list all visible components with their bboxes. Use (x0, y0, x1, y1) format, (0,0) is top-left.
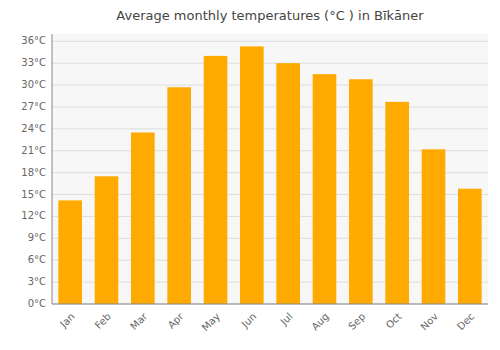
x-tick-label: Jan (57, 311, 76, 330)
x-tick-label: Oct (384, 311, 404, 331)
x-tick-label: May (200, 311, 222, 333)
grid-line (52, 304, 488, 305)
x-tick-label: Mar (128, 310, 150, 332)
x-tick-label: Jul (278, 311, 295, 328)
x-tick-label: Feb (93, 311, 113, 331)
y-tick-label: 18°C (21, 167, 46, 178)
x-tick-label: Aug (309, 311, 331, 333)
bar (58, 200, 82, 304)
chart-container: 0°C 3°C 6°C 9°C 12°C 15°C 18°C 21°C 24°C 27°C 30°C… (0, 0, 500, 350)
y-tick-label: 12°C (21, 210, 46, 221)
y-grid (52, 41, 488, 304)
y-tick-label: 15°C (21, 189, 46, 200)
plot-background (52, 34, 488, 304)
bar (313, 74, 337, 304)
bar (349, 79, 373, 304)
bars (58, 46, 481, 304)
y-tick-label: 21°C (21, 145, 46, 156)
bar (95, 176, 119, 304)
y-tick-label: 3°C (28, 276, 46, 287)
bar (204, 56, 228, 304)
y-tick-labels: 0°C 3°C 6°C 9°C 12°C 15°C 18°C 21°C 24°C 27°C 30°C… (21, 35, 46, 309)
y-axis-line (52, 34, 53, 304)
bar (385, 102, 409, 304)
bar (167, 87, 191, 304)
chart-svg: 0°C 3°C 6°C 9°C 12°C 15°C 18°C 21°C 24°C 27°C 30°C… (0, 0, 500, 350)
y-tick-label: 36°C (21, 35, 46, 46)
y-tick-label: 30°C (21, 79, 46, 90)
x-tick-label: Nov (418, 311, 440, 333)
bar (240, 46, 264, 304)
bar (131, 133, 155, 304)
grid-line (52, 63, 488, 64)
y-tick-label: 0°C (28, 298, 46, 309)
grid-line (52, 41, 488, 42)
bar (422, 149, 446, 304)
grid-line (52, 106, 488, 107)
y-tick-label: 33°C (21, 57, 46, 68)
grid-line (52, 85, 488, 86)
chart-title: Average monthly temperatures (°C ) in Bī… (116, 8, 424, 23)
x-tick-labels: Jan Feb Mar Apr May Jun Jul Aug Sep Oct Nov Dec (57, 310, 476, 333)
y-tick-label: 6°C (28, 254, 46, 265)
x-tick-label: Dec (455, 311, 476, 332)
bar (458, 189, 482, 304)
x-axis-line (52, 304, 488, 305)
x-tick-label: Jun (239, 311, 259, 331)
grid-line (52, 128, 488, 129)
y-tick-label: 9°C (28, 232, 46, 243)
x-tick-label: Sep (346, 311, 367, 332)
y-tick-label: 27°C (21, 101, 46, 112)
y-tick-label: 24°C (21, 123, 46, 134)
x-tick-label: Apr (166, 310, 187, 331)
bar (276, 63, 300, 304)
